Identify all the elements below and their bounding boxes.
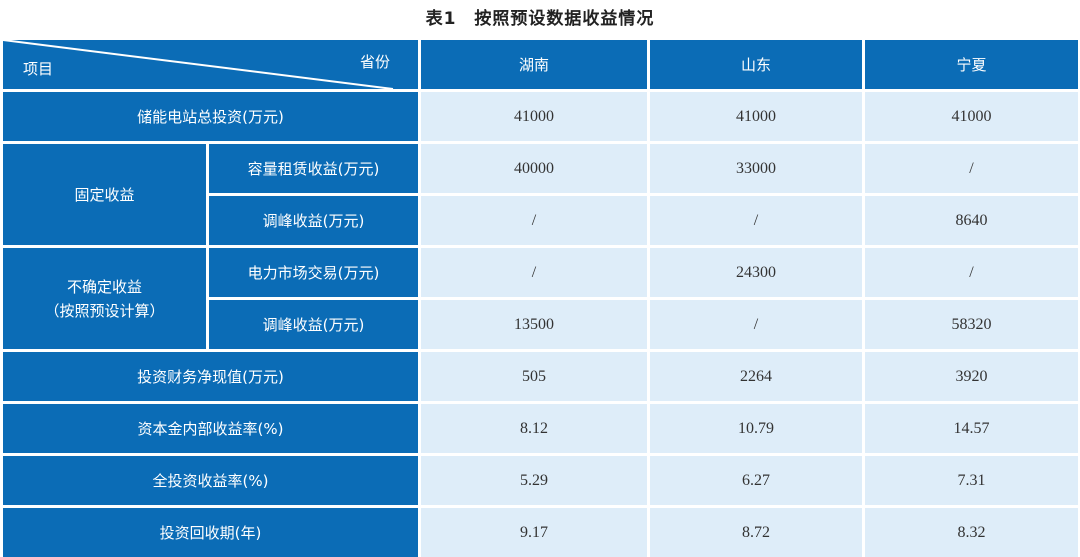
table-cell: 14.57 (865, 404, 1078, 453)
table-cell: 41000 (421, 92, 647, 141)
column-header-hunan: 湖南 (421, 40, 647, 89)
table-cell: 8640 (865, 196, 1078, 245)
table-cell: 5.29 (421, 456, 647, 505)
revenue-table: 省份 项目 湖南 山东 宁夏 储能电站总投资(万元) 固定收益 容量租赁收益(万… (3, 40, 1078, 557)
row-label: 容量租赁收益(万元) (209, 144, 418, 193)
table-cell: / (865, 144, 1078, 193)
table-cell: / (650, 300, 862, 349)
table-cell: 3920 (865, 352, 1078, 401)
table-cell: 40000 (421, 144, 647, 193)
table-cell: 6.27 (650, 456, 862, 505)
table-cell: 7.31 (865, 456, 1078, 505)
table-cell: 58320 (865, 300, 1078, 349)
row-label: 调峰收益(万元) (209, 196, 418, 245)
group-uncertain-revenue: 不确定收益 （按照预设计算） (3, 248, 206, 349)
table-cell: 9.17 (421, 508, 647, 557)
row-label: 全投资收益率(%) (3, 456, 418, 505)
table-cell: / (650, 196, 862, 245)
table-cell: 8.12 (421, 404, 647, 453)
corner-province-label: 省份 (359, 53, 390, 71)
table-cell: 24300 (650, 248, 862, 297)
row-label: 资本金内部收益率(%) (3, 404, 418, 453)
column-header-shandong: 山东 (650, 40, 862, 89)
table-cell: 10.79 (650, 404, 862, 453)
table-cell: 13500 (421, 300, 647, 349)
table-cell: / (421, 248, 647, 297)
table-cell: / (865, 248, 1078, 297)
table-cell: 41000 (865, 92, 1078, 141)
table-cell: 41000 (650, 92, 862, 141)
corner-header: 省份 项目 (3, 40, 418, 89)
row-label: 调峰收益(万元) (209, 300, 418, 349)
table-cell: 33000 (650, 144, 862, 193)
table-title: 表1 按照预设数据收益情况 (425, 9, 655, 29)
table-cell: 505 (421, 352, 647, 401)
group-uncertain-line1: 不确定收益 (66, 277, 142, 296)
diagonal-divider (3, 40, 394, 89)
row-label: 投资回收期(年) (3, 508, 418, 557)
row-label: 储能电站总投资(万元) (3, 92, 418, 141)
group-fixed-revenue: 固定收益 (3, 144, 206, 245)
row-label: 电力市场交易(万元) (209, 248, 418, 297)
row-label: 投资财务净现值(万元) (3, 352, 418, 401)
table-cell: 8.32 (865, 508, 1078, 557)
table-cell: 2264 (650, 352, 862, 401)
table-cell: 8.72 (650, 508, 862, 557)
table-cell: / (421, 196, 647, 245)
column-header-ningxia: 宁夏 (865, 40, 1078, 89)
corner-item-label: 项目 (23, 60, 54, 78)
group-uncertain-line2: （按照预设计算） (44, 301, 165, 320)
